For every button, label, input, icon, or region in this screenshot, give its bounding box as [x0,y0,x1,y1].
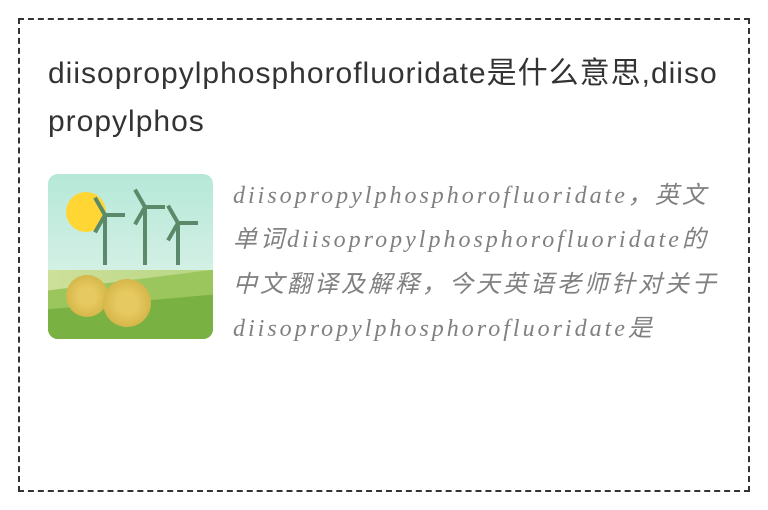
content-row: diisopropylphosphorofluoridate，英文单词diiso… [48,174,720,352]
wind-turbine-icon [143,207,147,265]
wind-farm-icon [48,174,213,339]
card-title: diisopropylphosphorofluoridate是什么意思,diis… [48,50,720,146]
card-body-text: diisopropylphosphorofluoridate，英文单词diiso… [233,174,720,352]
wind-turbine-icon [103,215,107,265]
hay-bale-icon [66,275,108,317]
wind-turbine-icon [176,223,180,265]
hay-bale-icon [103,279,151,327]
content-card: diisopropylphosphorofluoridate是什么意思,diis… [18,18,750,492]
